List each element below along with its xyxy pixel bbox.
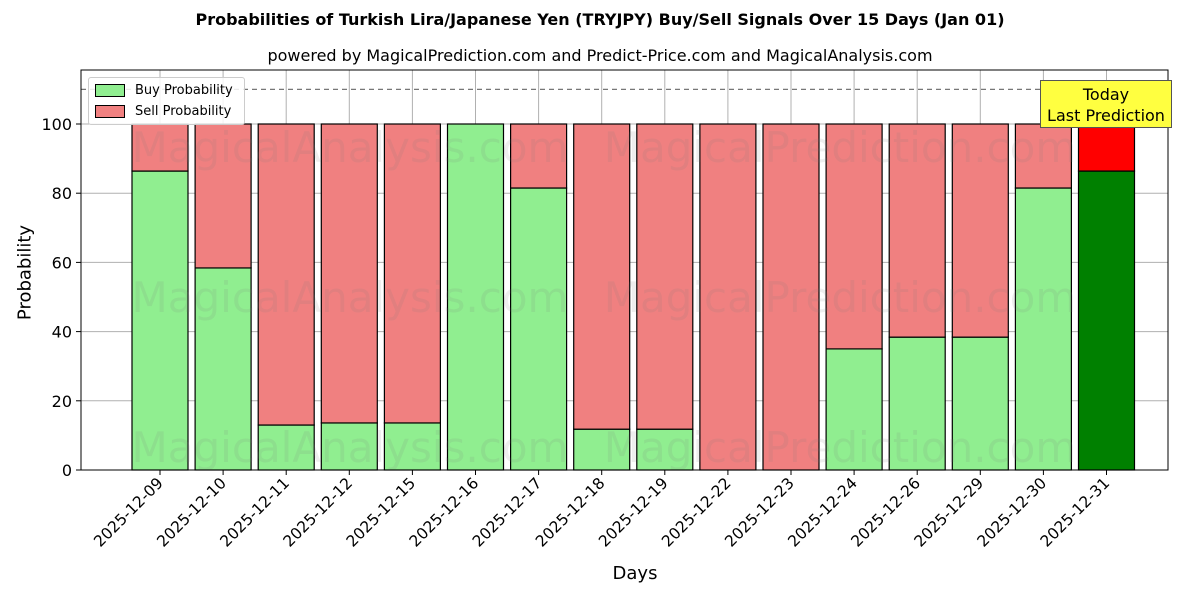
- bar-group: [257, 123, 315, 471]
- y-tick-label: 40: [52, 323, 72, 342]
- x-axis-label: Days: [612, 563, 658, 584]
- sell-bar: [951, 123, 1009, 338]
- legend-label-buy: Buy Probability: [135, 82, 233, 98]
- buy-bar: [1077, 170, 1136, 471]
- sell-bar: [320, 123, 378, 424]
- annotation-line-2: Last Prediction: [1047, 106, 1165, 125]
- bar-group: [951, 123, 1009, 471]
- buy-bar: [446, 123, 505, 471]
- bar-group: [383, 123, 441, 471]
- sell-bar: [636, 123, 694, 430]
- sell-bar: [762, 123, 820, 471]
- watermark: MagicalPrediction.com: [604, 273, 1077, 322]
- buy-bar: [1014, 187, 1073, 471]
- legend-item-buy: Buy Probability: [95, 81, 233, 99]
- today-annotation: Today Last Prediction: [1040, 80, 1172, 128]
- bar-group: [888, 123, 946, 471]
- sell-bar: [257, 123, 315, 426]
- plot-frame: [80, 69, 1169, 471]
- y-tick-label: 60: [52, 253, 72, 272]
- bar-group: [446, 123, 505, 471]
- sell-swatch: [95, 104, 125, 118]
- bar-group: [1077, 123, 1136, 471]
- chart-title: Probabilities of Turkish Lira/Japanese Y…: [195, 10, 1005, 29]
- bar-group: [825, 123, 883, 471]
- legend-label-sell: Sell Probability: [135, 103, 232, 119]
- annotation-line-1: Today: [1082, 85, 1130, 104]
- buy-bar: [888, 336, 946, 471]
- watermark: MagicalAnalysis.com: [132, 273, 569, 322]
- watermark: MagicalAnalysis.com: [132, 423, 569, 472]
- buy-bar: [636, 428, 694, 471]
- bar-group: [573, 123, 631, 471]
- bar-group: [699, 123, 757, 471]
- buy-swatch: [95, 83, 125, 97]
- buy-bar: [257, 424, 315, 471]
- sell-bar: [699, 123, 757, 471]
- buy-bar: [825, 348, 883, 471]
- y-tick-label: 100: [41, 115, 72, 134]
- watermark: MagicalPrediction.com: [604, 423, 1077, 472]
- bar-group: [1014, 123, 1073, 471]
- sell-bar: [383, 123, 441, 424]
- buy-bar: [951, 336, 1009, 471]
- y-tick-label: 80: [52, 184, 72, 203]
- buy-bar: [383, 422, 441, 471]
- bar-group: [510, 123, 568, 471]
- sell-bar: [825, 123, 883, 350]
- bar-group: [320, 123, 378, 471]
- buy-bar: [573, 428, 631, 471]
- y-tick-label: 20: [52, 392, 72, 411]
- buy-bar: [510, 187, 568, 471]
- chart-subtitle: powered by MagicalPrediction.com and Pre…: [267, 46, 933, 65]
- legend: Buy Probability Sell Probability: [88, 77, 245, 125]
- sell-bar: [1077, 123, 1136, 172]
- y-axis-label: Probability: [14, 224, 36, 321]
- legend-item-sell: Sell Probability: [95, 102, 231, 120]
- watermark: MagicalAnalysis.com: [132, 123, 569, 172]
- buy-bar: [194, 267, 252, 471]
- bar-group: [636, 123, 694, 471]
- bar-group: [762, 123, 820, 471]
- y-tick-label: 0: [62, 461, 72, 480]
- sell-bar: [573, 123, 631, 430]
- sell-bar: [510, 123, 568, 189]
- sell-bar: [888, 123, 946, 338]
- watermark: MagicalPrediction.com: [604, 123, 1077, 172]
